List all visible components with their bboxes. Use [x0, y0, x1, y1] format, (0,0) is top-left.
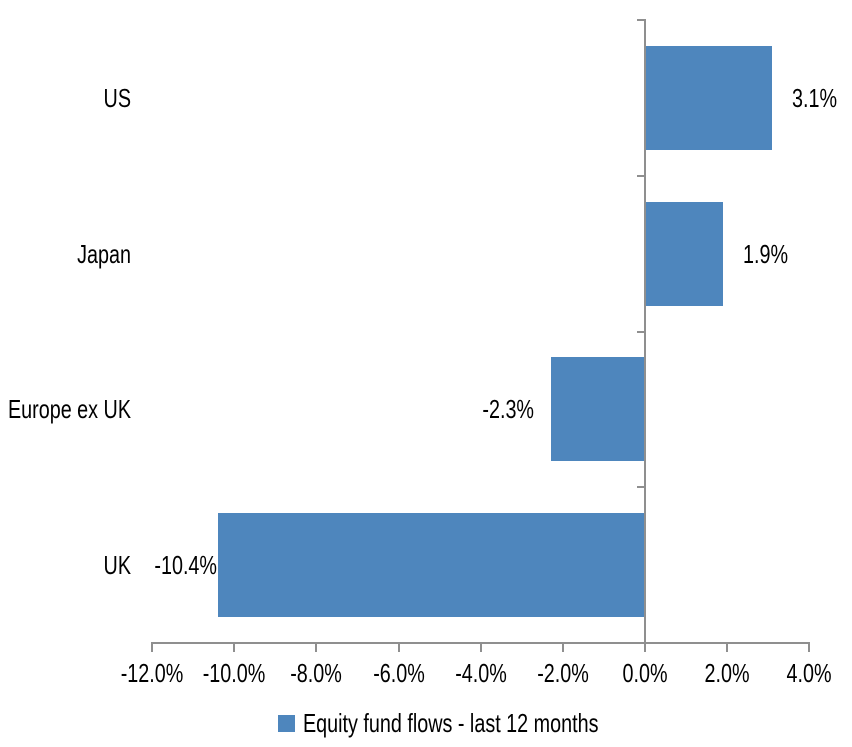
value-label-us: 3.1% [792, 82, 838, 113]
x-axis-tick [808, 642, 810, 652]
x-axis-tick-label: -8.0% [290, 657, 343, 688]
x-axis-tick [151, 642, 153, 652]
x-axis-tick [233, 642, 235, 652]
x-axis-tick [480, 642, 482, 652]
value-label-europe-ex-uk: -2.3% [481, 394, 534, 425]
x-axis-tick-label: -4.0% [454, 657, 507, 688]
bar-us [645, 45, 773, 150]
y-axis-tick [637, 331, 645, 333]
x-axis-tick [726, 642, 728, 652]
category-label-us: US [103, 82, 131, 113]
x-axis-tick-label: 4.0% [786, 657, 832, 688]
x-axis-tick-label: -10.0% [202, 657, 266, 688]
y-axis-tick [637, 486, 645, 488]
x-axis-tick-label: 2.0% [704, 657, 750, 688]
bar-japan [645, 201, 724, 306]
value-label-uk: -10.4% [154, 550, 217, 581]
category-label-japan: Japan [77, 238, 131, 269]
x-axis-tick-label: -12.0% [120, 657, 184, 688]
value-label-japan: 1.9% [743, 238, 789, 269]
x-axis-tick [644, 642, 646, 652]
x-axis-tick [562, 642, 564, 652]
x-axis-tick [398, 642, 400, 652]
x-axis-tick-label: -6.0% [372, 657, 425, 688]
x-axis-tick-label: -2.0% [537, 657, 589, 688]
x-axis-tick-label: 0.0% [622, 657, 668, 688]
bar-europe-ex-uk [550, 357, 645, 462]
category-label-europe-ex-uk: Europe ex UK [7, 394, 131, 425]
y-axis-tick [637, 19, 645, 21]
y-axis-tick [637, 175, 645, 177]
bar-uk [217, 513, 645, 618]
legend-swatch [278, 715, 295, 732]
legend-label: Equity fund flows - last 12 months [303, 708, 599, 738]
y-axis-line [644, 19, 646, 644]
category-label-uk: UK [103, 550, 131, 581]
x-axis-tick [315, 642, 317, 652]
